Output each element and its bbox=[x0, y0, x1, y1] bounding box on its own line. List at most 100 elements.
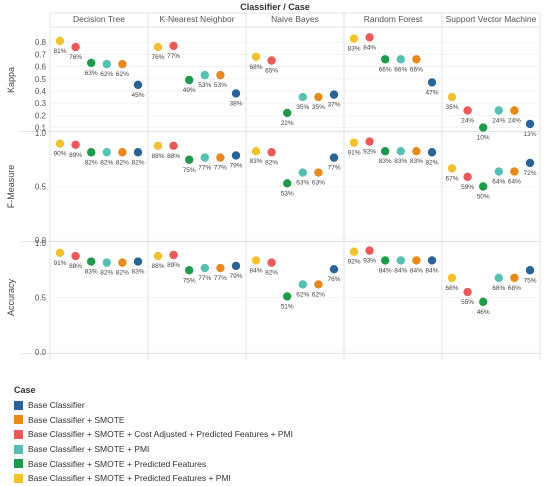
data-label: 65% bbox=[265, 67, 278, 74]
data-point bbox=[427, 148, 437, 157]
data-label: 77% bbox=[198, 165, 211, 172]
data-point bbox=[231, 261, 241, 271]
data-point bbox=[200, 70, 209, 80]
data-label: 46% bbox=[477, 309, 490, 316]
tick-label: 0.6 bbox=[35, 63, 47, 72]
data-point bbox=[71, 42, 80, 52]
data-point bbox=[463, 172, 472, 182]
data-point bbox=[133, 148, 143, 157]
data-label: 81% bbox=[53, 48, 66, 55]
data-point bbox=[102, 258, 112, 267]
tick-label: 0.4 bbox=[35, 87, 47, 96]
legend-label: Base Classifier bbox=[28, 400, 85, 411]
data-point bbox=[463, 287, 472, 297]
tick-label: 0.5 bbox=[35, 75, 47, 84]
legend-swatch bbox=[14, 400, 23, 410]
data-point bbox=[200, 263, 209, 273]
data-label: 62% bbox=[312, 291, 325, 298]
legend-swatch bbox=[14, 415, 23, 425]
data-label: 63% bbox=[312, 180, 325, 187]
data-point bbox=[381, 55, 390, 64]
data-point bbox=[102, 148, 112, 157]
data-label: 91% bbox=[347, 150, 360, 157]
tick-label: 0.5 bbox=[35, 183, 47, 192]
data-point bbox=[87, 148, 96, 157]
legend-label: Base Classifier + SMOTE + PMI bbox=[28, 444, 150, 455]
data-label: 68% bbox=[249, 64, 262, 71]
data-point bbox=[510, 106, 519, 115]
data-label: 35% bbox=[296, 104, 309, 111]
column-header: Random Forest bbox=[364, 14, 423, 24]
data-label: 84% bbox=[249, 267, 262, 274]
legend-item-smote[interactable]: Base Classifier + SMOTE bbox=[14, 413, 293, 428]
axis-title: F-Measure bbox=[6, 165, 16, 209]
data-label: 82% bbox=[265, 270, 278, 277]
data-point bbox=[349, 138, 359, 147]
data-label: 77% bbox=[327, 165, 340, 172]
data-label: 92% bbox=[363, 149, 376, 156]
legend-item-smote-pmi[interactable]: Base Classifier + SMOTE + PMI bbox=[14, 442, 293, 457]
data-label: 83% bbox=[394, 158, 407, 165]
data-point bbox=[510, 167, 519, 176]
data-point bbox=[365, 246, 374, 255]
data-label: 83% bbox=[131, 269, 144, 276]
data-point bbox=[118, 59, 127, 69]
tick-label: 0.5 bbox=[35, 294, 47, 303]
legend-item-predicted-features[interactable]: Base Classifier + SMOTE + Predicted Feat… bbox=[14, 456, 293, 471]
data-label: 82% bbox=[116, 159, 129, 166]
data-label: 84% bbox=[425, 267, 438, 274]
data-point bbox=[396, 256, 405, 265]
data-point bbox=[525, 158, 535, 168]
chart-title: Classifier / Case bbox=[240, 2, 310, 12]
data-label: 75% bbox=[183, 167, 196, 174]
data-label: 82% bbox=[116, 270, 129, 277]
column-header: Decision Tree bbox=[73, 14, 125, 24]
data-label: 83% bbox=[379, 158, 392, 165]
column-header: K-Nearest Neighbor bbox=[159, 14, 234, 24]
legend-item-base[interactable]: Base Classifier bbox=[14, 398, 293, 413]
data-point bbox=[329, 264, 339, 274]
data-label: 63% bbox=[85, 70, 98, 77]
data-point bbox=[365, 33, 374, 42]
tick-label: 0.3 bbox=[35, 99, 47, 108]
data-label: 83% bbox=[249, 158, 262, 165]
data-label: 76% bbox=[69, 54, 82, 61]
tick-label: 0.0 bbox=[35, 236, 47, 245]
data-point bbox=[412, 146, 421, 156]
data-label: 66% bbox=[379, 66, 392, 73]
data-point bbox=[185, 266, 194, 275]
data-label: 82% bbox=[100, 159, 113, 166]
data-point bbox=[494, 106, 503, 115]
data-point bbox=[185, 155, 194, 164]
data-point bbox=[169, 41, 178, 51]
data-label: 82% bbox=[131, 159, 144, 166]
tick-label: 1.0 bbox=[35, 129, 47, 138]
data-point bbox=[463, 106, 472, 115]
data-label: 64% bbox=[492, 179, 505, 186]
data-point bbox=[427, 256, 437, 265]
data-point bbox=[169, 250, 178, 260]
data-label: 82% bbox=[265, 159, 278, 166]
data-point bbox=[396, 55, 405, 64]
data-label: 64% bbox=[508, 179, 521, 186]
data-label: 75% bbox=[183, 277, 196, 284]
data-point bbox=[314, 280, 323, 289]
data-label: 77% bbox=[214, 165, 227, 172]
data-point bbox=[251, 52, 261, 62]
data-label: 79% bbox=[229, 162, 242, 169]
data-label: 77% bbox=[167, 53, 180, 60]
data-label: 37% bbox=[327, 102, 340, 109]
legend-item-cost-adjusted[interactable]: Base Classifier + SMOTE + Cost Adjusted … bbox=[14, 427, 293, 442]
data-point bbox=[216, 70, 225, 80]
legend-item-predicted-features-pmi[interactable]: Base Classifier + SMOTE + Predicted Feat… bbox=[14, 471, 293, 486]
data-point bbox=[216, 153, 225, 162]
data-label: 53% bbox=[214, 82, 227, 89]
data-point bbox=[200, 153, 209, 162]
data-point bbox=[71, 140, 80, 149]
tick-label: 0.7 bbox=[35, 50, 47, 59]
data-label: 88% bbox=[151, 263, 164, 270]
data-label: 47% bbox=[425, 89, 438, 96]
data-point bbox=[381, 256, 390, 265]
data-point bbox=[231, 89, 241, 98]
data-point bbox=[216, 263, 225, 273]
